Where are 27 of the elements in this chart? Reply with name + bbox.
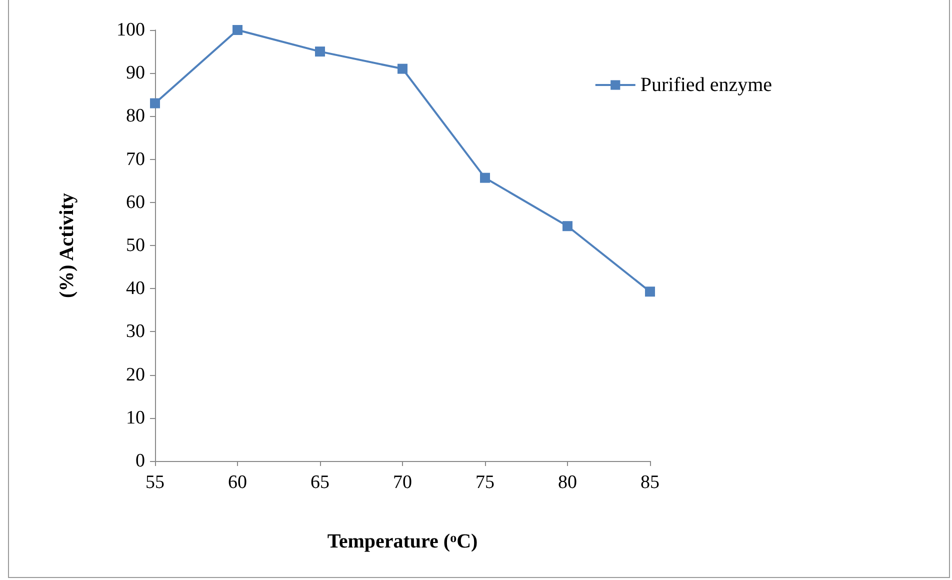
point bbox=[645, 286, 655, 297]
y-tick-label: 10 bbox=[126, 407, 145, 428]
y-tick-label: 30 bbox=[126, 321, 145, 342]
x-tick-label: 75 bbox=[476, 472, 494, 493]
point bbox=[232, 25, 242, 35]
y-tick-label: 90 bbox=[126, 62, 145, 84]
y-axis-title: (%) Activity bbox=[56, 193, 78, 298]
point bbox=[480, 172, 490, 183]
point bbox=[315, 46, 325, 57]
point bbox=[562, 221, 572, 232]
y-tick-label: 80 bbox=[126, 106, 145, 127]
legend-label: Purified enzyme bbox=[640, 74, 772, 96]
x-tick-label: 65 bbox=[310, 472, 330, 493]
x-tick-label: 55 bbox=[146, 472, 164, 493]
point bbox=[398, 64, 408, 74]
y-tick-label: 40 bbox=[126, 278, 145, 300]
y-tick-label: 70 bbox=[126, 148, 145, 170]
y-tick-label: 100 bbox=[116, 20, 145, 40]
y-tick-label: 20 bbox=[126, 364, 145, 386]
x-tick-label: 85 bbox=[640, 472, 660, 493]
x-tick-label: 80 bbox=[558, 472, 577, 493]
x-tick-label: 60 bbox=[228, 472, 247, 493]
y-tick-label: 0 bbox=[136, 450, 145, 472]
y-tick-label: 50 bbox=[126, 235, 145, 256]
x-tick-label: 70 bbox=[393, 472, 412, 493]
point bbox=[150, 98, 160, 108]
y-tick-label: 60 bbox=[126, 192, 145, 213]
